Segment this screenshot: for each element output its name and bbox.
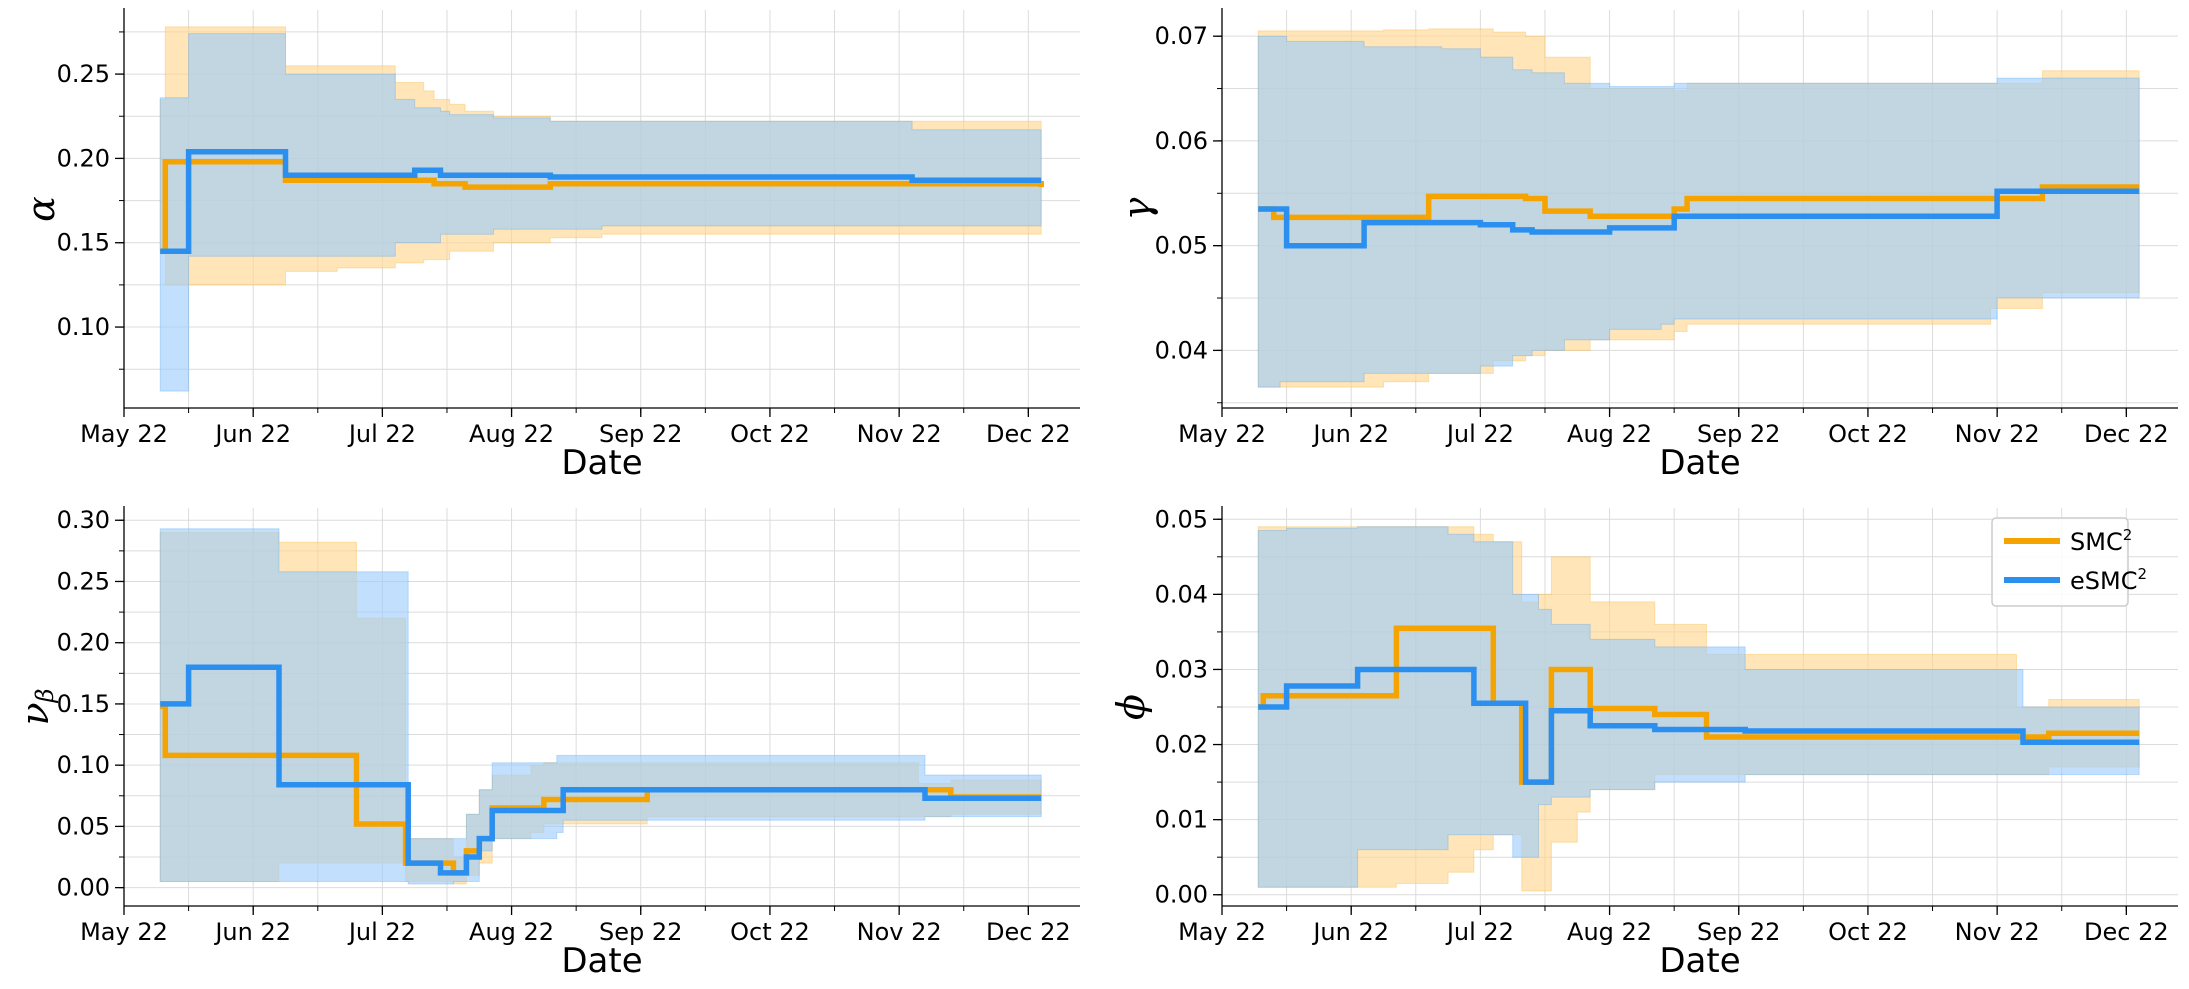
x-tick-label: Oct 22	[1828, 918, 1908, 946]
x-tick-label: Sep 22	[599, 420, 682, 448]
x-tick-label: Jul 22	[347, 420, 416, 448]
x-tick-label: Aug 22	[469, 918, 554, 946]
x-tick-label: Jun 22	[1311, 918, 1389, 946]
legend-label-esmc2: eSMC2	[2070, 565, 2147, 595]
panel-alpha: 0.10 0.15 0.20 0.25 May 22 Jun 22 Jul 22 Aug 22…	[19, 8, 1080, 483]
panel-phi: 0.00 0.01 0.02 0.03 0.04 0.05 May 22 Jun 22 Jul …	[1109, 505, 2178, 981]
band-esmc2	[1257, 35, 2140, 388]
legend-label-smc2: SMC2	[2070, 526, 2132, 556]
xlabel-phi: Date	[1659, 941, 1740, 981]
xlabel-nu-beta: Date	[561, 941, 642, 981]
x-tick-label: Dec 22	[2084, 918, 2169, 946]
panel-nu-beta: 0.00 0.05 0.10 0.15 0.20 0.25 0.30 May 22 Jun 22…	[13, 506, 1080, 981]
y-tick-label: 0.07	[1155, 22, 1208, 50]
ylabel-phi: ϕ	[1109, 694, 1153, 720]
band-esmc2	[1257, 526, 2140, 888]
legend: SMC2 eSMC2	[1991, 517, 2147, 607]
y-tick-label: 0.25	[57, 60, 110, 88]
y-tick-label: 0.10	[57, 751, 110, 779]
y-tick-label: 0.03	[1155, 655, 1208, 683]
x-tick-label: Aug 22	[1567, 420, 1652, 448]
ylabel-alpha: α	[19, 196, 63, 222]
ylabel-nu-beta: νβ	[13, 689, 59, 726]
panel-gamma: 0.04 0.05 0.06 0.07 May 22 Jun 22 Jul 22 Aug 22…	[1115, 8, 2178, 483]
y-tick-label: 0.15	[57, 690, 110, 718]
xlabel-gamma: Date	[1659, 443, 1740, 483]
band-esmc2	[159, 33, 1042, 392]
y-tick-label: 0.05	[57, 812, 110, 840]
x-tick-label: May 22	[80, 420, 168, 448]
series-line-esmc2	[1258, 188, 2140, 249]
y-tick-label: 0.05	[1155, 232, 1208, 260]
x-tick-label: Jul 22	[347, 918, 416, 946]
x-tick-label: Oct 22	[730, 420, 810, 448]
xlabel-alpha: Date	[561, 443, 642, 483]
series-line-smc2	[160, 159, 1044, 254]
y-tick-label: 0.10	[57, 313, 110, 341]
x-tick-label: May 22	[1178, 918, 1266, 946]
series-line-esmc2	[1258, 666, 2140, 785]
y-tick-label: 0.25	[57, 567, 110, 595]
x-tick-label: Dec 22	[986, 918, 1071, 946]
series-line-esmc2	[160, 664, 1042, 876]
y-tick-label: 0.04	[1155, 580, 1208, 608]
x-tick-label: Jul 22	[1445, 918, 1514, 946]
x-tick-label: Nov 22	[1955, 420, 2040, 448]
x-tick-label: Jun 22	[213, 420, 291, 448]
y-tick-label: 0.01	[1155, 806, 1208, 834]
band-esmc2	[159, 528, 1042, 885]
x-tick-label: Jun 22	[1311, 420, 1389, 448]
x-tick-label: Jun 22	[213, 918, 291, 946]
series-line-esmc2	[160, 148, 1042, 254]
x-tick-label: Nov 22	[1955, 918, 2040, 946]
y-tick-label: 0.00	[57, 874, 110, 902]
y-tick-label: 0.02	[1155, 731, 1208, 759]
x-tick-label: May 22	[80, 918, 168, 946]
x-tick-label: Nov 22	[857, 420, 942, 448]
x-tick-label: Jul 22	[1445, 420, 1514, 448]
x-tick-label: Sep 22	[1697, 420, 1780, 448]
x-tick-label: Oct 22	[1828, 420, 1908, 448]
x-tick-label: Aug 22	[1567, 918, 1652, 946]
x-tick-label: Dec 22	[986, 420, 1071, 448]
y-tick-label: 0.15	[57, 229, 110, 257]
x-tick-label: Nov 22	[857, 918, 942, 946]
y-tick-label: 0.20	[57, 144, 110, 172]
ylabel-gamma: γ	[1115, 197, 1159, 220]
series-line-smc2	[1258, 184, 2140, 221]
y-tick-label: 0.20	[57, 629, 110, 657]
x-tick-label: Oct 22	[730, 918, 810, 946]
x-tick-label: Sep 22	[1697, 918, 1780, 946]
x-tick-label: Aug 22	[469, 420, 554, 448]
x-tick-label: Sep 22	[599, 918, 682, 946]
x-tick-label: May 22	[1178, 420, 1266, 448]
y-tick-label: 0.04	[1155, 336, 1208, 364]
x-tick-label: Dec 22	[2084, 420, 2169, 448]
y-tick-label: 0.05	[1155, 505, 1208, 533]
y-tick-label: 0.00	[1155, 881, 1208, 909]
y-tick-label: 0.30	[57, 506, 110, 534]
y-tick-label: 0.06	[1155, 127, 1208, 155]
